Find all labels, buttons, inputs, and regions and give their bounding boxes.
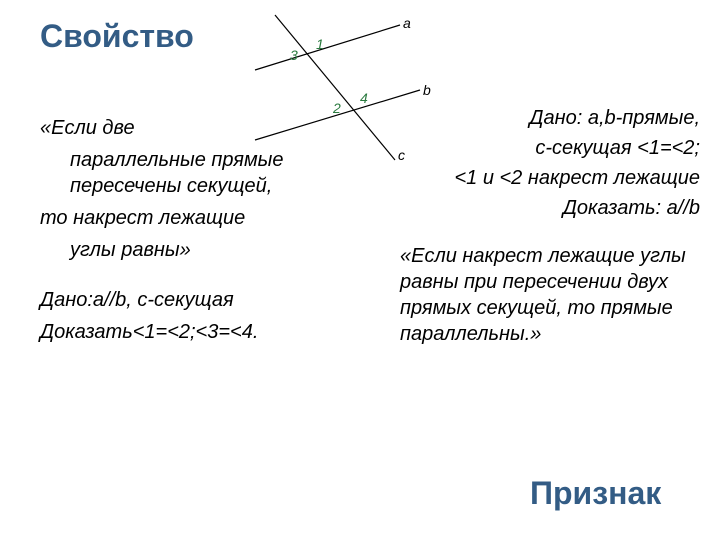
angle-1: 1 — [316, 36, 324, 52]
label-a: a — [403, 15, 411, 31]
right-p2: c-секущая <1=<2; — [400, 135, 700, 161]
right-p5: «Если накрест лежащие углы равны при пер… — [400, 243, 700, 347]
line-a — [255, 25, 400, 70]
angle-4: 4 — [360, 90, 368, 106]
left-column: «Если две параллельные прямые пересечены… — [40, 115, 370, 351]
label-b: b — [423, 82, 431, 98]
left-p2b: углы равны» — [40, 237, 370, 263]
right-p1: Дано: a,b-прямые, — [400, 105, 700, 131]
right-p4: Доказать: a//b — [400, 195, 700, 221]
title-criterion: Признак — [530, 475, 661, 512]
angle-2: 2 — [332, 100, 341, 116]
right-p3: <1 и <2 накрест лежащие — [400, 165, 700, 191]
left-p4: Доказать<1=<2;<3=<4. — [40, 319, 370, 345]
left-p1b: параллельные прямые пересечены секущей, — [40, 147, 370, 199]
angle-3: 3 — [290, 47, 298, 63]
left-p2a: то накрест лежащие — [40, 205, 370, 231]
right-column: Дано: a,b-прямые, c-секущая <1=<2; <1 и … — [400, 105, 700, 351]
title-property: Свойство — [40, 18, 194, 55]
left-p3: Дано:a//b, c-секущая — [40, 287, 370, 313]
left-p1a: «Если две — [40, 115, 370, 141]
